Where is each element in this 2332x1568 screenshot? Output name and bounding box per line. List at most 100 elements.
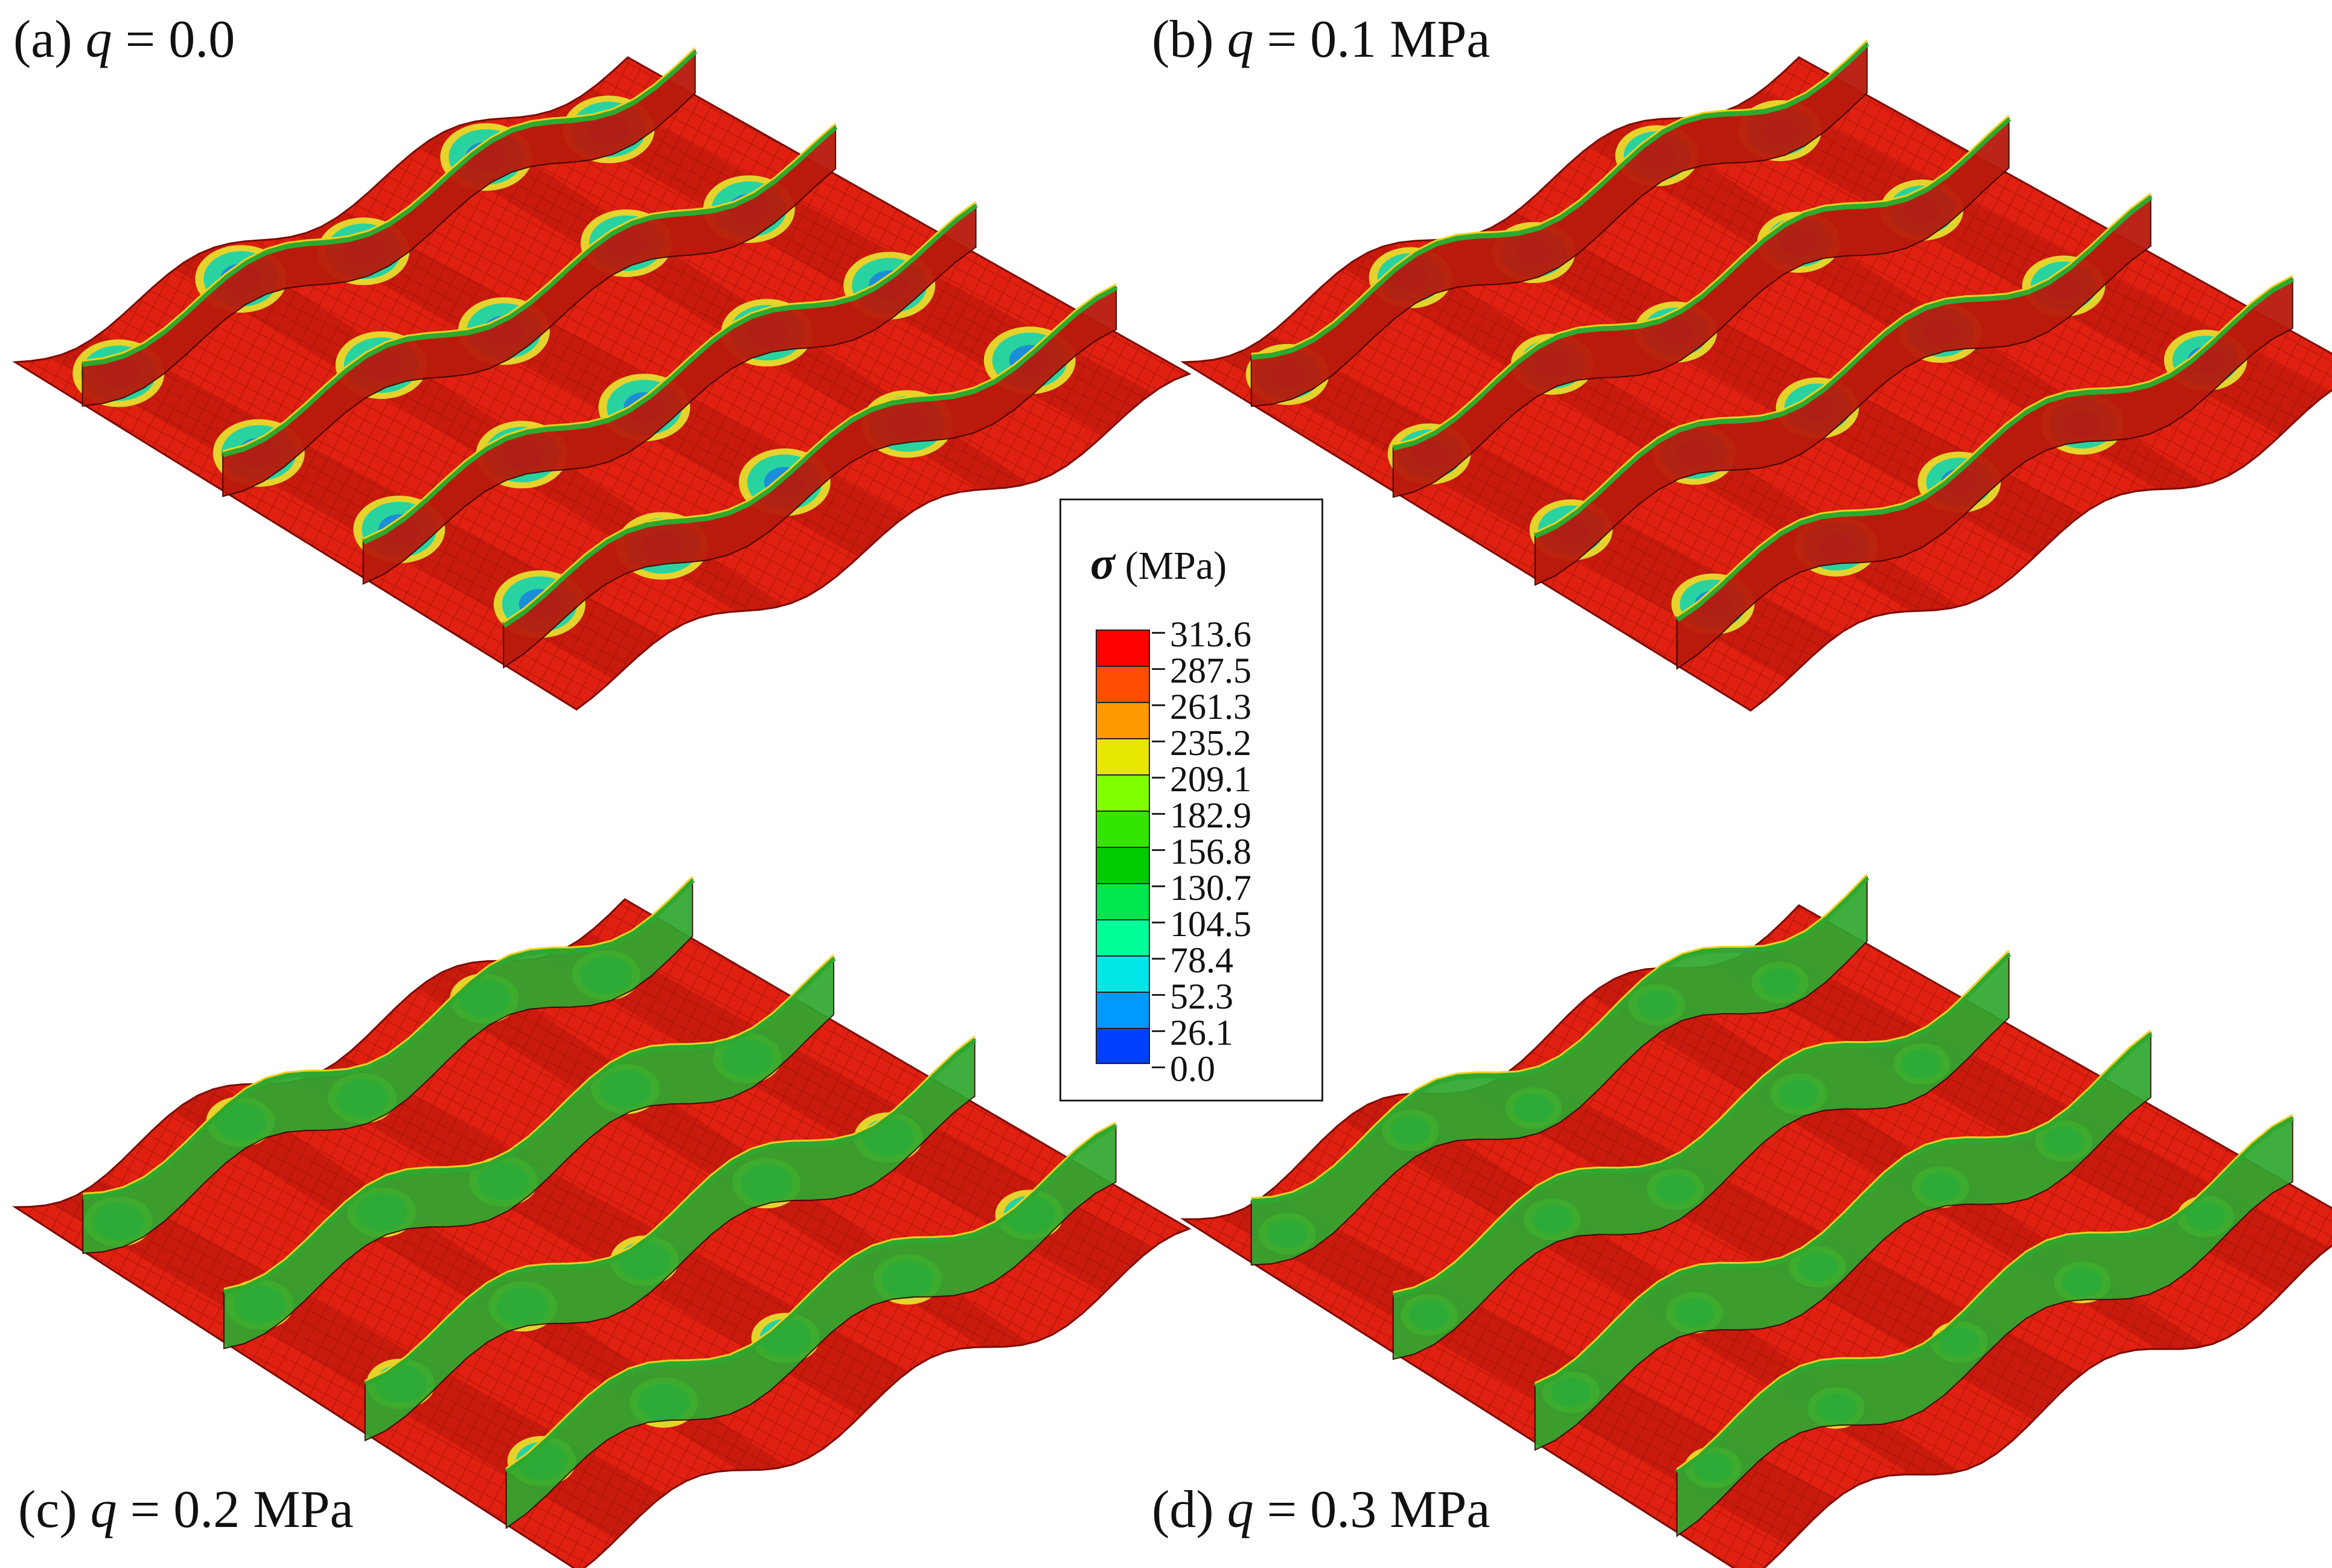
legend-tick: 26.1 — [1152, 1013, 1315, 1053]
stiffener-flange — [222, 124, 838, 457]
legend-tick-label: 313.6 — [1170, 614, 1251, 654]
stiffener-edge — [1251, 39, 1868, 355]
legend-tick: 287.5 — [1152, 651, 1315, 690]
legend-tick-label: 130.7 — [1170, 868, 1251, 908]
plate-surface — [1180, 56, 2332, 712]
panel-a-label: (a) — [13, 10, 86, 69]
stiffener-edge — [1676, 1114, 2293, 1470]
stiffener-edge — [1676, 275, 2293, 617]
legend-swatch — [1096, 883, 1150, 919]
legend-tick: 156.8 — [1152, 832, 1315, 872]
load-symbol: q — [1227, 10, 1254, 69]
load-symbol: q — [90, 1480, 117, 1539]
panel-c-label: (c) — [18, 1480, 91, 1539]
stress-legend: σ (MPa) 313.6 287.5 261.3 235.2 209.1 182.9 15… — [1059, 499, 1323, 1101]
legend-tick-mark — [1152, 994, 1165, 996]
stiffener-flange — [362, 202, 978, 545]
stiffener-flange — [1675, 1115, 2295, 1475]
legend-title: σ (MPa) — [1090, 538, 1227, 590]
legend-scale-labels: 313.6 287.5 261.3 235.2 209.1 182.9 156.8 130.7… — [1152, 614, 1315, 1089]
legend-tick: 313.6 — [1152, 614, 1315, 654]
legend-tick: 182.9 — [1152, 796, 1315, 833]
load-symbol: q — [85, 10, 112, 69]
plate-trough — [419, 123, 1030, 490]
legend-tick-mark — [1152, 704, 1165, 706]
legend-tick-label: 209.1 — [1170, 759, 1251, 799]
stiffener-flange — [363, 1037, 977, 1387]
legend-swatch — [1096, 738, 1150, 774]
panel-d-stress-plot — [1180, 873, 2332, 1568]
legend-tick-label: 156.8 — [1170, 832, 1251, 872]
plate-surface — [12, 898, 1192, 1568]
panel-b-caption: (b) q = 0.1 MPa — [1152, 13, 1490, 66]
legend-tick-label: 287.5 — [1170, 651, 1251, 690]
panel-a-value: = 0.0 — [112, 10, 235, 69]
panel-b-value: = 0.1 MPa — [1253, 10, 1490, 69]
stiffener-flange — [1392, 116, 2011, 451]
legend-unit: (MPa) — [1114, 544, 1227, 588]
legend-tick: 52.3 — [1152, 977, 1315, 1016]
stiffener-edge — [82, 47, 696, 362]
stiffener-edge — [1393, 950, 2010, 1293]
legend-tick-label: 261.3 — [1170, 687, 1251, 727]
plate-surface — [12, 56, 1192, 711]
stiffener-flange — [504, 1123, 1117, 1474]
stiffener-flange — [502, 284, 1118, 628]
legend-swatch — [1096, 992, 1150, 1028]
panel-d-value: = 0.3 MPa — [1253, 1480, 1490, 1539]
legend-tick-mark — [1152, 922, 1165, 923]
stiffener-edge — [365, 1036, 976, 1382]
panel-b-stress-plot — [1180, 39, 2332, 712]
legend-swatch — [1096, 702, 1150, 738]
load-symbol: q — [1227, 1480, 1254, 1539]
legend-tick-label: 26.1 — [1170, 1013, 1233, 1053]
stiffener-edge — [83, 876, 694, 1195]
legend-tick: 130.7 — [1152, 868, 1315, 908]
legend-tick: 261.3 — [1152, 687, 1315, 727]
legend-tick-mark — [1152, 958, 1165, 960]
legend-swatch — [1096, 629, 1150, 666]
legend-tick-mark — [1152, 632, 1165, 634]
stiffener-flange — [82, 877, 695, 1200]
stiffener-edge — [223, 954, 835, 1290]
stiffener-flange — [1533, 1031, 2153, 1389]
stiffener-edge — [1393, 115, 2010, 446]
stiffener-edge — [1535, 193, 2152, 534]
panel-d-caption: (d) q = 0.3 MPa — [1152, 1484, 1490, 1537]
plate-trough — [174, 244, 785, 612]
legend-tick-label: 0.0 — [1170, 1049, 1215, 1089]
panel-c-caption: (c) q = 0.2 MPa — [18, 1484, 354, 1537]
stiffener-edge — [222, 123, 837, 452]
legend-tick-label: 235.2 — [1170, 723, 1251, 763]
stiffener-flange — [1251, 41, 1870, 360]
plate-surface — [1180, 904, 2332, 1568]
legend-swatch — [1096, 919, 1150, 955]
stiffener-edge — [362, 201, 977, 540]
panel-c-stress-plot — [12, 876, 1192, 1568]
stiffener-flange — [1533, 194, 2153, 538]
legend-tick: 0.0 — [1152, 1049, 1315, 1089]
legend-tick-label: 78.4 — [1170, 940, 1233, 980]
stiffener-flange — [223, 955, 836, 1295]
legend-tick-mark — [1152, 777, 1165, 779]
legend-tick-label: 104.5 — [1170, 904, 1251, 944]
legend-tick: 235.2 — [1152, 723, 1315, 763]
legend-tick-mark — [1152, 668, 1165, 670]
legend-tick-mark — [1152, 1030, 1165, 1032]
legend-swatch — [1096, 774, 1150, 811]
stiffener-edge — [1535, 1029, 2152, 1384]
legend-tick-mark — [1152, 813, 1165, 815]
legend-tick-mark — [1152, 741, 1165, 742]
legend-swatch — [1096, 666, 1150, 702]
stiffener-flange — [1251, 875, 1870, 1204]
legend-tick-label: 52.3 — [1170, 977, 1233, 1016]
stiffener-edge — [503, 283, 1117, 623]
legend-swatch — [1096, 1028, 1150, 1064]
legend-tick-mark — [1152, 885, 1165, 887]
plate-trough — [1713, 940, 2330, 1295]
stiffener-edge — [505, 1121, 1117, 1470]
legend-tick: 78.4 — [1152, 940, 1315, 980]
legend-swatch — [1096, 955, 1150, 992]
legend-tick: 209.1 — [1152, 759, 1315, 799]
legend-swatch — [1096, 811, 1150, 847]
